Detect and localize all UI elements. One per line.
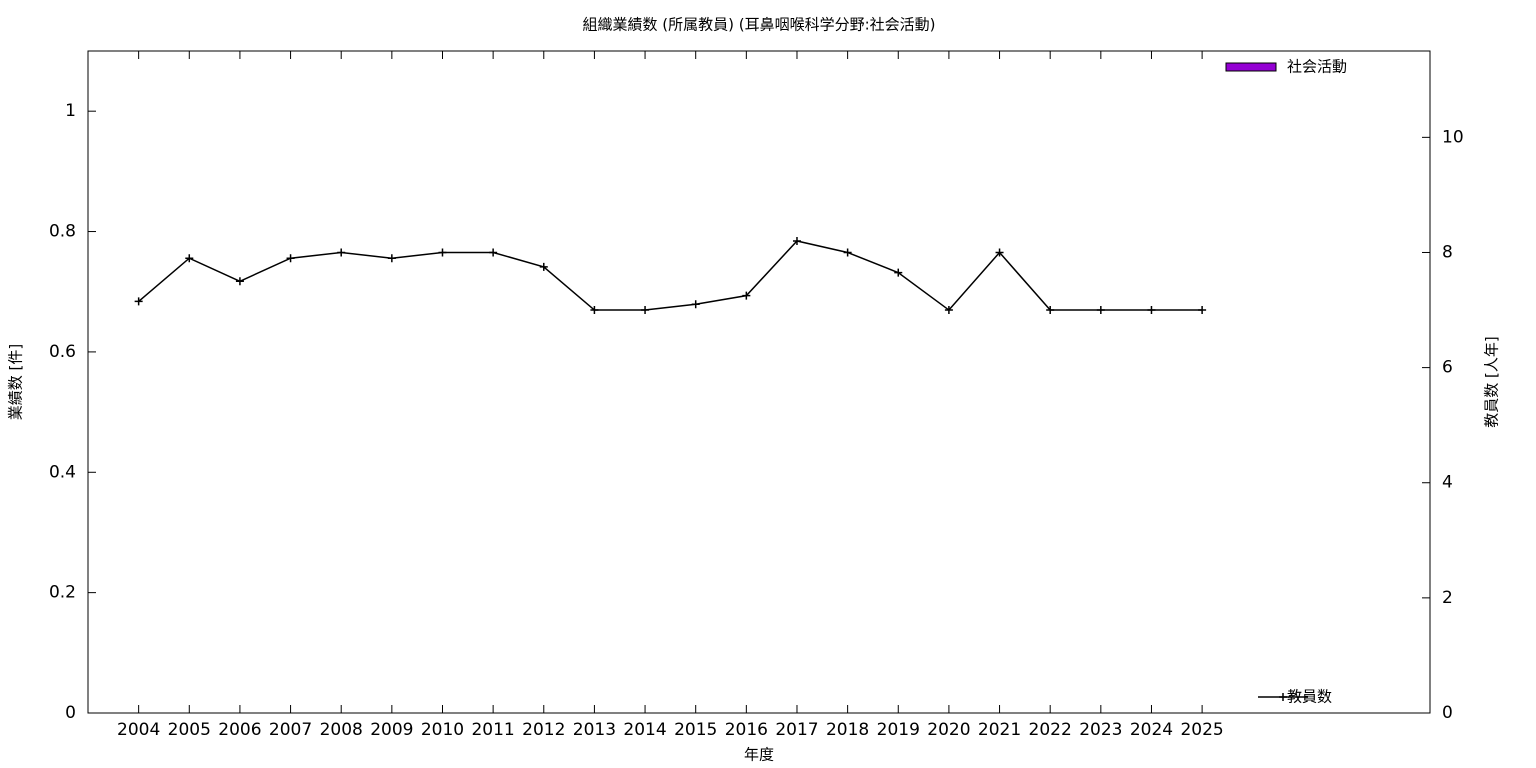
x-tick-label: 2011 [471, 720, 514, 740]
y-tick-label: 1 [65, 101, 76, 121]
x-tick-label: 2024 [1130, 720, 1173, 740]
x-tick-label: 2014 [623, 720, 666, 740]
x-tick-label: 2021 [978, 720, 1021, 740]
y2-tick-label: 6 [1442, 358, 1453, 378]
y-tick-label: 0.8 [49, 222, 76, 242]
y-tick-label: 0.2 [49, 583, 76, 603]
x-tick-label: 2015 [674, 720, 717, 740]
x-tick-label: 2022 [1029, 720, 1072, 740]
plot-frame [87, 50, 1431, 714]
point [1147, 306, 1156, 315]
x-tick-label: 2012 [522, 720, 565, 740]
y-tick-label: 0.4 [49, 462, 76, 482]
point [792, 236, 801, 245]
point [337, 248, 346, 257]
point [438, 248, 447, 257]
y2-tick-label: 4 [1442, 473, 1453, 493]
x-tick-label: 2009 [370, 720, 413, 740]
legend-marker [1279, 693, 1287, 701]
chart-title: 組織業績数 (所属教員) (耳鼻咽喉科学分野:社会活動) [582, 16, 935, 34]
x-tick-label: 2020 [927, 720, 970, 740]
point [1096, 306, 1105, 315]
point [539, 262, 548, 271]
x-tick-label: 2019 [877, 720, 920, 740]
point [995, 248, 1004, 257]
point [944, 306, 953, 315]
point [742, 291, 751, 300]
point [185, 254, 194, 263]
point [489, 248, 498, 257]
x-tick-label: 2006 [218, 720, 261, 740]
y2-tick-label: 2 [1442, 588, 1453, 608]
point [235, 277, 244, 286]
y-tick-label: 0.6 [49, 342, 76, 362]
y2-tick-label: 0 [1442, 703, 1453, 723]
point [134, 297, 143, 306]
y-tick-label: 0 [65, 703, 76, 723]
point [590, 306, 599, 315]
x-tick-label: 2007 [269, 720, 312, 740]
x-tick-label: 2013 [573, 720, 616, 740]
x-tick-label: 2017 [775, 720, 818, 740]
x-tick-label: 2010 [421, 720, 464, 740]
x-tick-label: 2016 [725, 720, 768, 740]
point [641, 306, 650, 315]
legend-label: 教員数 [1287, 688, 1332, 706]
legend-swatch [1225, 62, 1277, 72]
x-tick-label: 2008 [320, 720, 363, 740]
legend-label: 社会活動 [1287, 58, 1347, 76]
y2-tick-label: 10 [1442, 127, 1464, 147]
x-tick-label: 2023 [1079, 720, 1122, 740]
y-axis-label: 業績数 [件] [7, 344, 25, 420]
point [286, 254, 295, 263]
y2-axis-label: 教員数 [人年] [1483, 336, 1501, 427]
point [691, 300, 700, 309]
series-line [138, 240, 1203, 312]
point [1198, 306, 1207, 315]
point [1046, 306, 1055, 315]
point [894, 268, 903, 277]
point [387, 254, 396, 263]
x-tick-label: 2025 [1180, 720, 1223, 740]
x-axis-label: 年度 [744, 746, 774, 764]
x-tick-label: 2004 [117, 720, 160, 740]
x-tick-label: 2018 [826, 720, 869, 740]
y2-tick-label: 8 [1442, 242, 1453, 262]
point [843, 248, 852, 257]
x-tick-label: 2005 [168, 720, 211, 740]
